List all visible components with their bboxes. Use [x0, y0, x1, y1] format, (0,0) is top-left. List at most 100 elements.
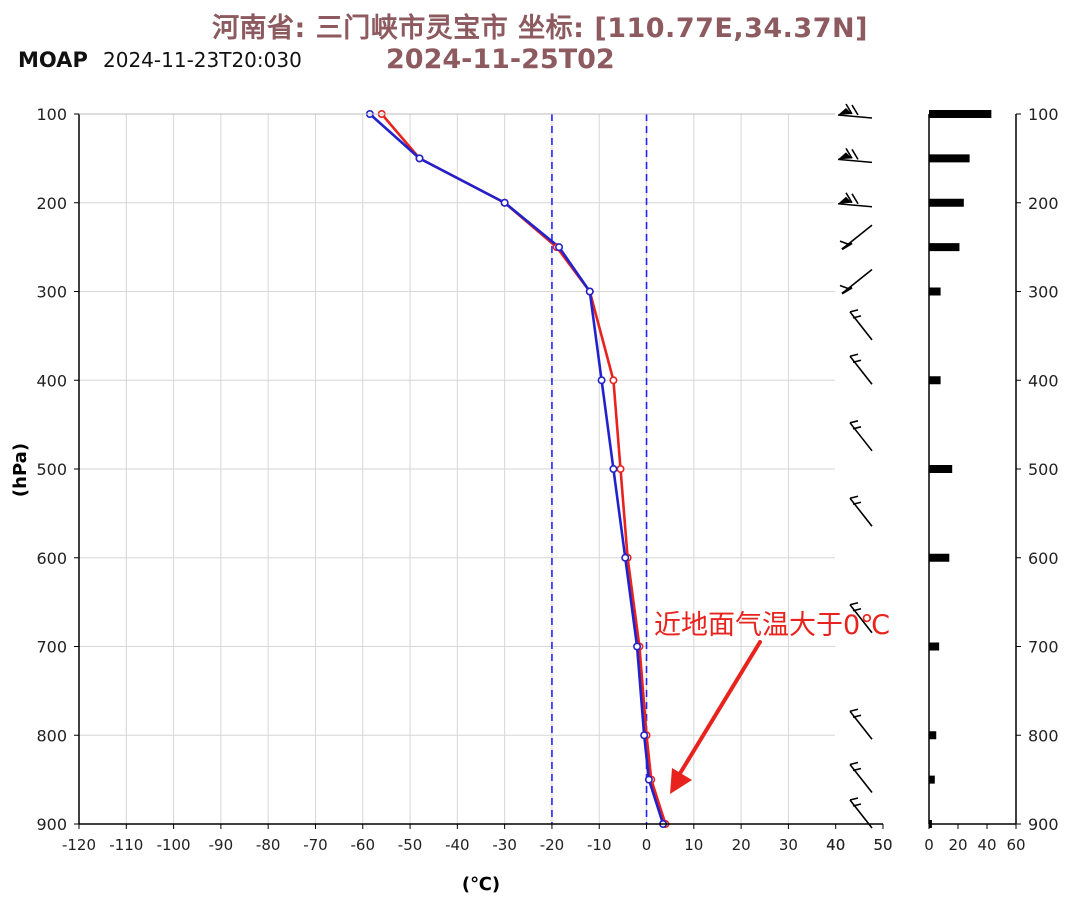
series-point-1	[585, 287, 594, 296]
wind-barb	[849, 601, 873, 634]
wind-barb-staff	[849, 710, 873, 740]
wind-barb-feather	[845, 192, 853, 204]
wind-speed-bar	[929, 820, 932, 828]
y-axis-label: (hPa)	[10, 443, 31, 497]
x-tick-label: -30	[492, 836, 517, 854]
wind-barb-flag	[838, 196, 852, 204]
wind-barb-feather	[841, 242, 853, 251]
wind-barb	[849, 708, 873, 740]
main-axes	[74, 113, 884, 829]
series-point-1	[555, 243, 564, 252]
bar-panel-y-tick-label: 500	[1028, 460, 1059, 479]
wind-barb	[837, 147, 873, 164]
wind-barb-feather	[851, 148, 859, 160]
x-tick-label: 50	[873, 836, 892, 854]
wind-barb-staff	[849, 604, 873, 634]
run-time-label: 2024-11-23T20:030	[103, 48, 302, 72]
reference-lines	[551, 114, 648, 824]
series-point-1	[621, 553, 630, 562]
wind-barb-panel: 40 50	[826, 103, 893, 854]
wind-barb	[849, 797, 873, 829]
valid-time-label: 2024-11-25T02	[386, 44, 615, 75]
wind-barb	[849, 495, 873, 527]
wind-barb-feather	[852, 426, 862, 430]
wind-barb-feather	[845, 103, 853, 115]
x-tick-label: -120	[62, 836, 96, 854]
wind-barb-staff	[837, 114, 873, 119]
wind-barb-flag	[838, 108, 852, 115]
series-point-1	[633, 642, 642, 651]
wind-barb-staff	[837, 202, 873, 208]
y-tick-label: 800	[36, 726, 67, 745]
wind-barb-feather	[852, 501, 862, 506]
wind-barb	[849, 309, 873, 341]
wind-barb	[839, 224, 873, 251]
y-tick-label: 600	[36, 549, 67, 568]
wind-barb	[839, 268, 873, 295]
wind-barb-feather	[841, 286, 853, 295]
wind-barb-feather	[849, 420, 859, 424]
wind-barb-feather	[839, 240, 849, 245]
bar-panel-y-tick-label: 800	[1028, 726, 1059, 745]
series-point-1	[500, 198, 509, 207]
series-point-0	[609, 376, 618, 385]
x-tick-label: -110	[109, 836, 143, 854]
y-tick-label: 200	[36, 194, 67, 213]
chart-title: 河南省: 三门峡市灵宝市 坐标: [110.77E,34.37N]	[212, 13, 868, 44]
annotation-text: 近地面气温大于0℃	[654, 610, 891, 641]
annotation-arrow-head	[670, 768, 692, 794]
x-tick-label: -50	[398, 836, 423, 854]
wind-barb-feather	[852, 359, 862, 364]
wind-speed-bar	[929, 731, 937, 740]
wind-speed-bar	[929, 154, 970, 163]
x-tick-label: 0	[642, 836, 652, 854]
x-tick-label: 20	[732, 836, 751, 854]
x-tick-label: -90	[209, 836, 234, 854]
x-tick-label: -80	[256, 836, 281, 854]
x-tick-label: -100	[157, 836, 191, 854]
y-tick-label: 300	[36, 283, 67, 302]
series-point-1	[609, 464, 618, 473]
bar-panel-x-tick-label: 20	[948, 836, 967, 854]
y-tick-label: 500	[36, 460, 67, 479]
bar-panel-y-tick-label: 600	[1028, 549, 1059, 568]
series-point-1	[640, 731, 649, 740]
annotation-arrow-shaft	[674, 640, 762, 782]
wind-barb-feather	[849, 601, 859, 606]
wind-barb-feather	[849, 708, 859, 713]
wind-speed-bar-panel: 0 20 40 60 100 200 300 400 500 600 700 800 900	[924, 105, 1058, 854]
series-point-0	[616, 464, 625, 473]
wind-barb	[849, 761, 873, 793]
wind-barb	[849, 353, 873, 385]
x-tick-label: 40	[826, 836, 845, 854]
wind-speed-bar	[929, 243, 960, 252]
wind-speed-bar	[929, 775, 935, 784]
bar-panel-y-tick-label: 700	[1028, 638, 1059, 657]
wind-barb-feather	[849, 309, 859, 313]
wind-barb-staff	[849, 311, 873, 341]
wind-barb-staff	[849, 497, 873, 527]
bar-panel-y-tick-label: 100	[1028, 105, 1059, 124]
wind-speed-bar	[929, 376, 941, 385]
wind-speed-bar	[929, 553, 950, 562]
wind-barb-feather	[849, 353, 859, 358]
bar-panel-y-tick-label: 300	[1028, 283, 1059, 302]
wind-barb-feather	[851, 104, 859, 116]
x-tick-label: -40	[445, 836, 470, 854]
x-tick-label: 30	[779, 836, 798, 854]
x-tick-labels: -120 -110 -100 -90 -80 -70 -60 -50 -40 -30 -20 -10 0…	[62, 836, 893, 854]
wind-barb-feather	[845, 147, 853, 159]
bar-panel-y-tick-label: 900	[1028, 815, 1059, 834]
wind-barb	[837, 192, 873, 208]
wind-speed-bar	[929, 198, 964, 207]
x-tick-label: -70	[303, 836, 328, 854]
series-point-1	[597, 376, 606, 385]
bar-panel-y-tick-label: 200	[1028, 194, 1059, 213]
x-tick-label: 10	[684, 836, 703, 854]
x-tick-label: -10	[587, 836, 612, 854]
wind-speed-bar	[929, 287, 941, 296]
wind-barb-feather	[852, 315, 862, 319]
x-axis-label: (℃)	[462, 874, 500, 895]
wind-speed-bar	[929, 110, 992, 118]
